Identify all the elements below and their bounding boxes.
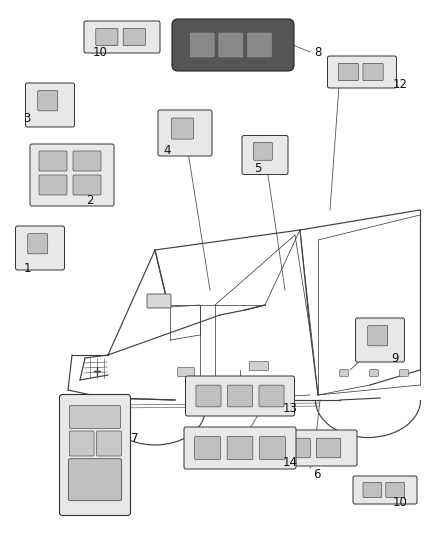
FancyBboxPatch shape — [242, 135, 288, 174]
FancyBboxPatch shape — [340, 370, 348, 376]
FancyBboxPatch shape — [356, 318, 405, 362]
Text: 12: 12 — [392, 78, 407, 92]
FancyBboxPatch shape — [370, 370, 378, 376]
Text: 6: 6 — [313, 469, 321, 481]
FancyBboxPatch shape — [69, 406, 121, 429]
FancyBboxPatch shape — [286, 438, 311, 458]
FancyBboxPatch shape — [363, 63, 383, 80]
FancyBboxPatch shape — [227, 385, 253, 407]
FancyBboxPatch shape — [68, 459, 122, 500]
FancyBboxPatch shape — [25, 83, 74, 127]
FancyBboxPatch shape — [368, 326, 388, 346]
Text: 8: 8 — [314, 45, 321, 59]
Text: 9: 9 — [391, 351, 399, 365]
Text: 10: 10 — [392, 496, 407, 508]
FancyBboxPatch shape — [400, 370, 408, 376]
FancyBboxPatch shape — [28, 233, 48, 254]
FancyBboxPatch shape — [316, 438, 341, 458]
FancyBboxPatch shape — [186, 376, 294, 416]
FancyBboxPatch shape — [172, 118, 194, 139]
FancyBboxPatch shape — [260, 437, 285, 459]
FancyBboxPatch shape — [195, 437, 220, 459]
Text: 1: 1 — [23, 262, 31, 274]
FancyBboxPatch shape — [273, 430, 357, 466]
FancyBboxPatch shape — [39, 151, 67, 171]
FancyBboxPatch shape — [147, 294, 171, 308]
FancyBboxPatch shape — [386, 482, 405, 498]
FancyBboxPatch shape — [259, 385, 284, 407]
Text: 14: 14 — [283, 456, 297, 469]
FancyBboxPatch shape — [177, 367, 194, 376]
FancyBboxPatch shape — [172, 19, 294, 71]
FancyBboxPatch shape — [227, 437, 253, 459]
FancyBboxPatch shape — [338, 63, 358, 80]
FancyBboxPatch shape — [190, 33, 214, 57]
FancyBboxPatch shape — [123, 28, 145, 46]
FancyBboxPatch shape — [38, 91, 58, 111]
FancyBboxPatch shape — [363, 482, 382, 498]
FancyBboxPatch shape — [15, 226, 64, 270]
FancyBboxPatch shape — [353, 476, 417, 504]
FancyBboxPatch shape — [184, 427, 296, 469]
FancyBboxPatch shape — [60, 394, 131, 515]
Text: 4: 4 — [163, 143, 171, 157]
FancyBboxPatch shape — [30, 144, 114, 206]
FancyBboxPatch shape — [39, 175, 67, 195]
FancyBboxPatch shape — [97, 431, 121, 456]
Text: 5: 5 — [254, 161, 261, 174]
FancyBboxPatch shape — [328, 56, 396, 88]
FancyBboxPatch shape — [196, 385, 221, 407]
FancyBboxPatch shape — [69, 431, 94, 456]
FancyBboxPatch shape — [247, 33, 272, 57]
FancyBboxPatch shape — [250, 361, 268, 370]
FancyBboxPatch shape — [158, 110, 212, 156]
Text: 7: 7 — [131, 432, 139, 445]
FancyBboxPatch shape — [254, 142, 272, 160]
Text: 2: 2 — [86, 193, 94, 206]
FancyBboxPatch shape — [96, 28, 118, 46]
Text: 13: 13 — [283, 401, 297, 415]
Text: 10: 10 — [92, 45, 107, 59]
FancyBboxPatch shape — [219, 33, 243, 57]
FancyBboxPatch shape — [73, 175, 101, 195]
FancyBboxPatch shape — [84, 21, 160, 53]
FancyBboxPatch shape — [73, 151, 101, 171]
Text: 3: 3 — [23, 111, 31, 125]
